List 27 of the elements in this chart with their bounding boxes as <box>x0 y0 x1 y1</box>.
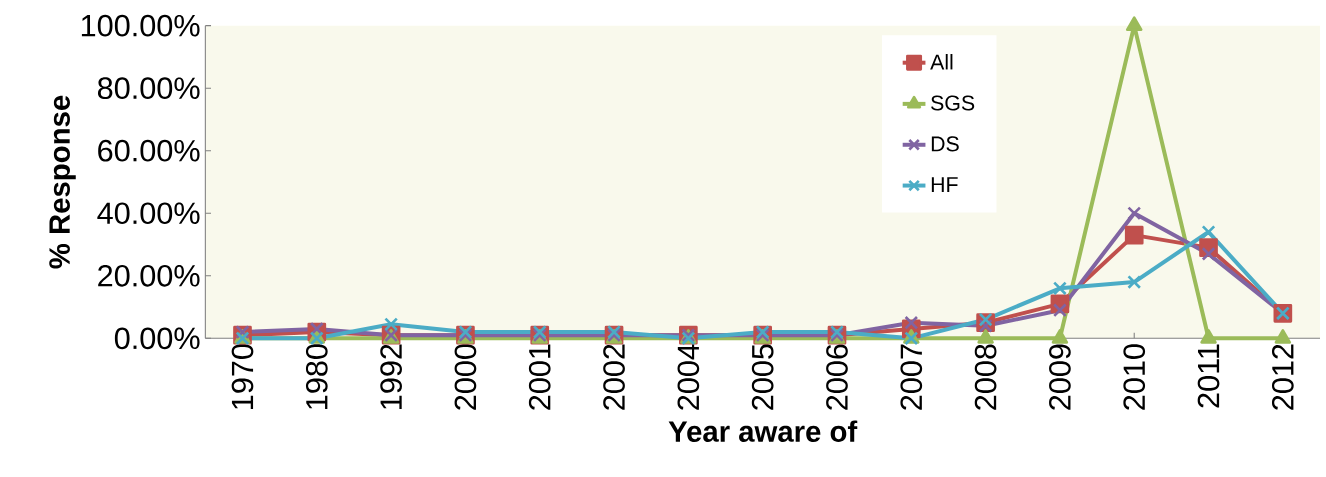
x-tick-label: 2011 <box>1197 344 1220 408</box>
legend-label: HF <box>931 177 958 192</box>
x-tick-label: 2000 <box>454 344 477 410</box>
y-tick-label: 40.00% <box>97 202 200 225</box>
x-tick-label: 2006 <box>826 344 848 410</box>
x-tick-label: 2005 <box>751 344 774 410</box>
y-tick-label: 0.00% <box>114 327 200 350</box>
legend-label: DS <box>931 136 959 152</box>
x-tick-label: 2009 <box>1049 344 1071 410</box>
y-tick-label: 100.00% <box>81 14 200 37</box>
x-tick-label: 2002 <box>603 344 625 410</box>
y-tick-label: 20.00% <box>98 264 200 287</box>
x-tick-label: 2007 <box>900 344 923 410</box>
x-axis-title: Year aware of <box>668 420 858 442</box>
x-tick-label: 2001 <box>528 344 551 410</box>
x-tick-label: 2012 <box>1271 344 1294 410</box>
x-tick-label: 2010 <box>1123 344 1146 410</box>
legend-label: SGS <box>931 95 975 111</box>
x-tick-label: 1992 <box>380 344 402 409</box>
x-tick-label: 1970 <box>231 344 254 409</box>
legend-label: All <box>930 53 953 70</box>
y-axis-title: % Response <box>49 95 76 269</box>
x-tick-label: 2004 <box>677 343 700 410</box>
y-tick-label: 80.00% <box>97 77 200 100</box>
x-tick-label: 1980 <box>305 344 328 409</box>
x-tick-label: 2008 <box>974 344 997 410</box>
y-tick-label: 60.00% <box>98 139 200 162</box>
